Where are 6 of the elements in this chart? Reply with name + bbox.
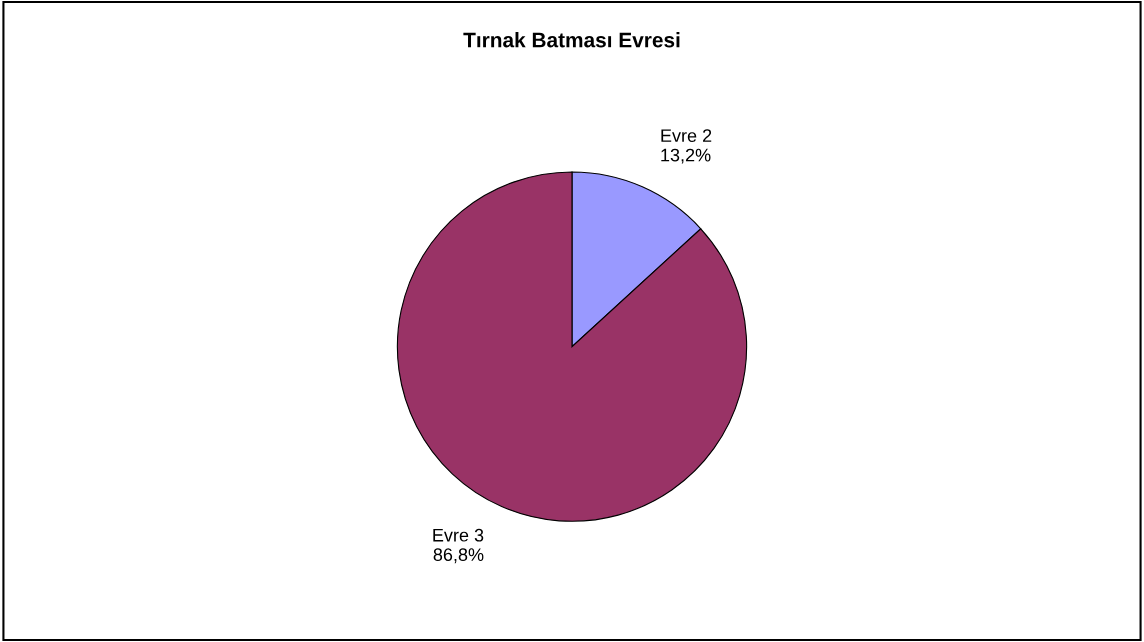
data-label: 86,8%: [433, 548, 484, 564]
slice-label: Evre 3: [433, 528, 484, 542]
chart-title: Tırnak Batması Evresi: [463, 32, 680, 48]
pie-slice: [396, 171, 748, 522]
data-label: 13,2%: [661, 148, 711, 164]
slice-label: Evre 2: [661, 129, 712, 143]
